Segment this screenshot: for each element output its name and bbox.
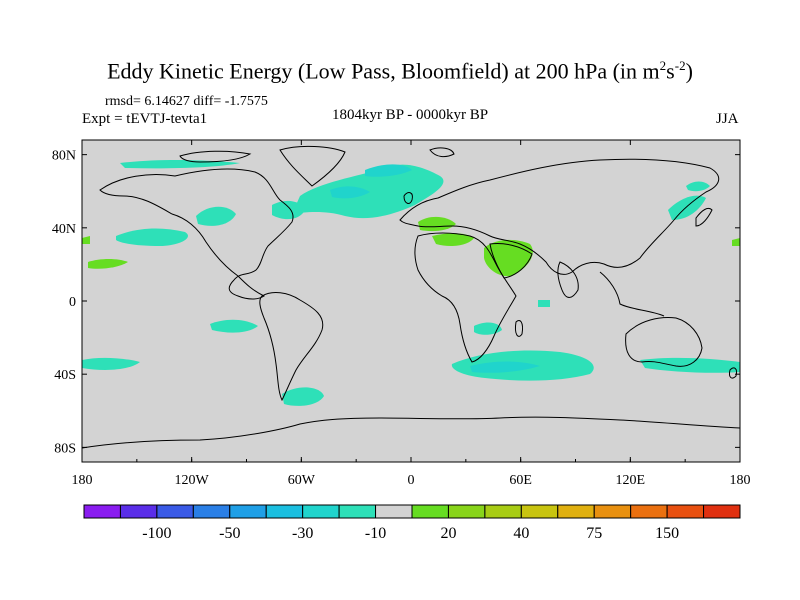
time-period-label: 1804kyr BP - 0000kyr BP [331,107,489,123]
coast-antarctica [82,416,740,449]
x-tick-label: 60W [288,473,316,488]
x-tick-label: 120E [616,473,646,488]
coast-australia [625,317,703,367]
colorbar-label: 150 [655,525,679,542]
coast-new-zealand [729,367,737,379]
region-pacific-west-east [732,238,740,246]
colorbar-label: 20 [440,525,456,542]
colorbar-label: 40 [513,525,529,542]
x-axis-ticks: 180 120W 60W 0 60E 120E 180 [72,140,751,488]
coast-uk [403,192,413,204]
coast-north-america [99,168,294,300]
colorbar-label: -10 [365,525,386,542]
colorbar-swatch [411,504,449,519]
coast-arabia [489,243,533,279]
anomaly-shading [82,159,740,406]
region-south-africa [474,322,502,335]
region-indian-patch [538,300,550,307]
region-nordic [365,164,412,177]
region-mediterranean [418,216,456,232]
colorbar-label: -100 [142,525,171,542]
region-north-africa [432,233,474,246]
coast-africa [414,232,517,363]
colorbar-swatch [630,504,668,519]
colorbar-swatch [447,504,486,519]
coast-japan [695,207,713,227]
colorbar-swatch [557,504,595,519]
coast-madagascar [515,320,523,337]
region-southern-pacific-east [82,357,140,370]
coast-svalbard [429,147,455,158]
coast-india [557,261,579,298]
season-label: JJA [716,111,739,127]
y-axis-ticks: 80N 40N 0 40S 80S [52,149,740,456]
colorbar-swatch [703,504,741,519]
region-southern-indian-core [470,361,540,373]
map-title: Eddy Kinetic Energy (Low Pass, Bloomfiel… [107,58,693,84]
region-north-pacific-4 [686,181,710,192]
colorbar-label: -30 [292,525,313,542]
colorbar-swatch [119,504,158,519]
colorbar-swatch [484,504,522,519]
coast-canadian-archipelago [179,150,252,163]
colorbar-swatch [666,504,705,519]
colorbar: -100 -50 -30 -10 20 40 75 150 [83,504,741,542]
y-tick-label: 80S [54,441,76,456]
region-north-pacific-2 [116,228,188,246]
colorbar-label: 75 [586,525,602,542]
x-tick-label: 0 [408,473,415,488]
y-tick-label: 40N [52,222,76,237]
coast-greenland [279,145,346,187]
coast-south-america [259,292,324,402]
colorbar-swatch [265,504,304,519]
colorbar-label: -50 [219,525,240,542]
colorbar-swatch [593,504,632,519]
colorbar-swatch [375,504,413,519]
colorbar-swatch [192,504,231,519]
region-south-america-south [282,387,324,406]
coast-southeast-asia [599,271,665,317]
experiment-label: Expt = tEVTJ-tevta1 [82,111,208,127]
coast-europe-asia [399,158,720,275]
colorbar-swatch [229,504,267,519]
y-tick-label: 0 [69,295,76,310]
region-pacific-east [82,236,90,244]
colorbar-swatch [338,504,377,519]
colorbar-swatch [302,504,340,519]
region-north-pacific-3 [668,195,706,220]
region-north-pacific-1 [196,206,236,226]
region-north-atlantic-west [272,200,305,220]
colorbar-swatch [83,504,121,519]
region-south-pacific-1 [210,319,258,333]
y-tick-label: 80N [52,149,76,164]
y-tick-label: 40S [54,368,76,383]
x-tick-label: 180 [730,473,751,488]
coastlines [82,145,740,449]
region-southern-pacific-west [640,357,740,373]
region-arabia [484,239,533,277]
x-tick-label: 60E [509,473,532,488]
region-pacific-east-2 [88,259,128,269]
colorbar-swatch [520,504,559,519]
x-tick-label: 180 [72,473,93,488]
x-tick-label: 120W [175,473,210,488]
rmsd-stats: rmsd= 6.14627 diff= -1.7575 [105,94,268,109]
region-north-atlantic-core [330,186,370,199]
colorbar-swatch [156,504,194,519]
